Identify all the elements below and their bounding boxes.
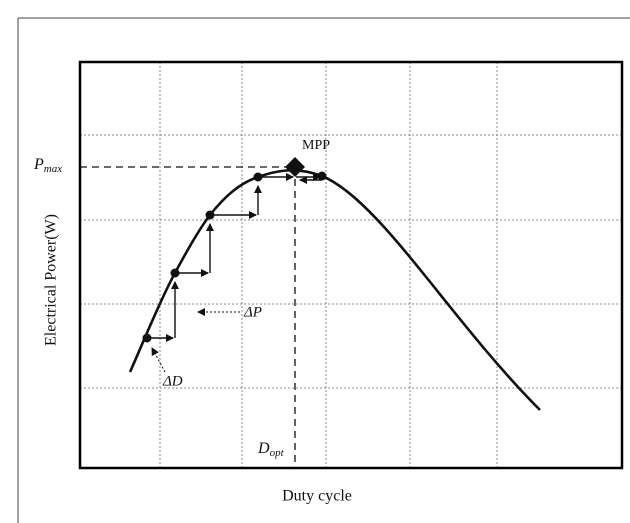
pmax-label: Pmax (33, 156, 62, 175)
delta-d-pointer (152, 348, 165, 372)
pmax-main: P (33, 156, 44, 173)
dopt-main: D (257, 440, 270, 457)
operating-points (143, 157, 327, 343)
page: {"labels": { "mpp": "MPP", "p_max": {"ma… (0, 0, 630, 523)
delta-p-label: ΔP (243, 304, 262, 320)
pmax-sub: max (44, 163, 62, 175)
plot-frame (80, 62, 622, 468)
diagram: MPP Pmax ΔP ΔD Dopt Electrical Power(W) … (0, 0, 630, 523)
point (206, 211, 215, 220)
point (254, 173, 263, 182)
x-axis-label: Duty cycle (282, 488, 352, 505)
delta-d-label: ΔD (162, 373, 183, 389)
perturb-steps (147, 177, 322, 338)
mpp-label: MPP (302, 138, 330, 153)
point (143, 334, 152, 343)
y-axis-label: Electrical Power(W) (43, 214, 60, 346)
mpp-diamond (285, 157, 305, 177)
point (171, 269, 180, 278)
dopt-label: Dopt (257, 440, 285, 459)
grid (80, 62, 622, 468)
point (318, 172, 327, 181)
power-curve (130, 170, 540, 410)
dopt-sub: opt (270, 447, 285, 459)
